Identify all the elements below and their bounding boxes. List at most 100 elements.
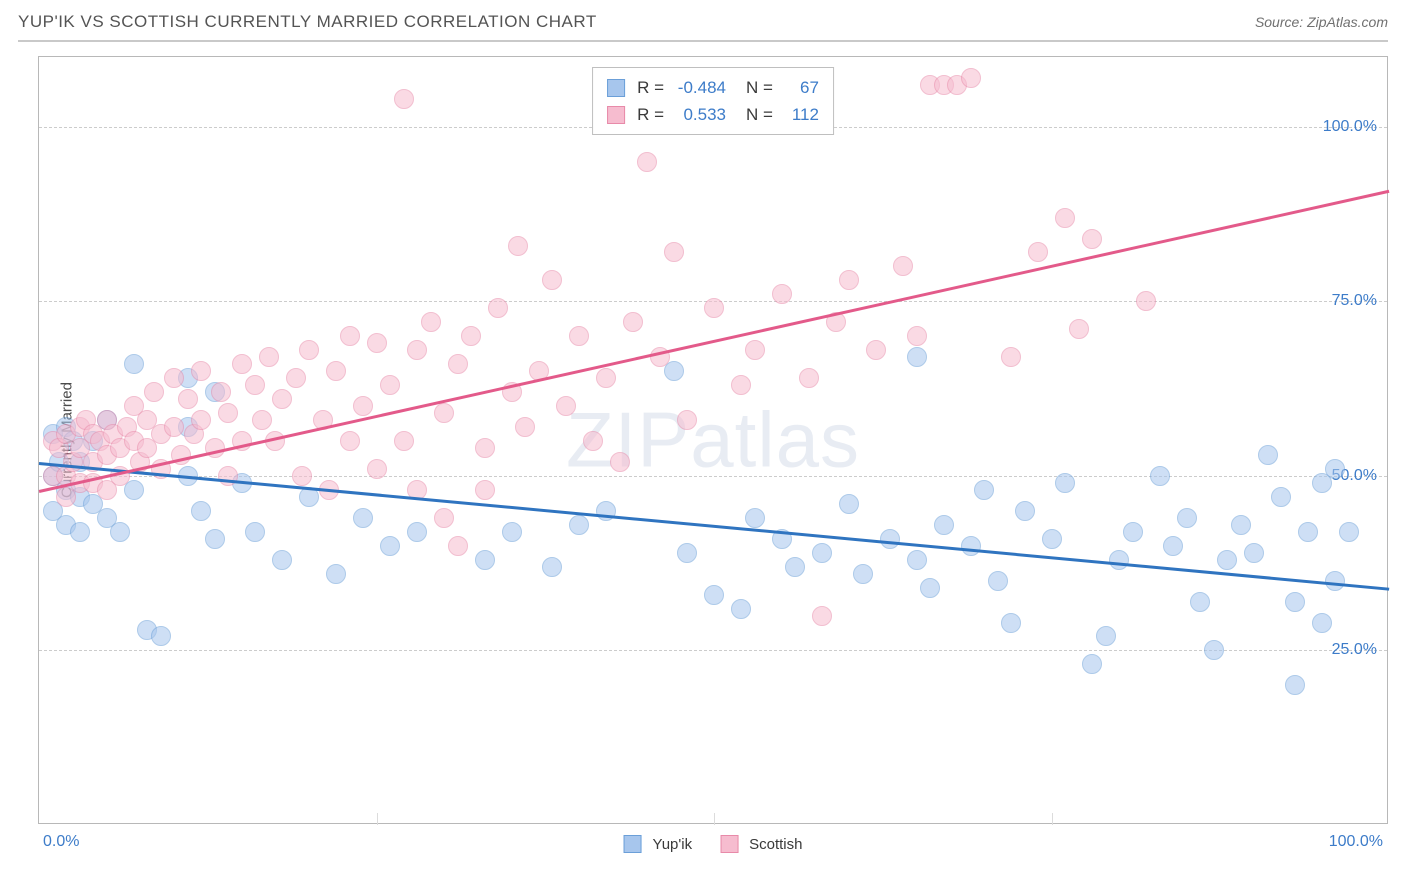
data-point	[326, 361, 346, 381]
data-point	[785, 557, 805, 577]
data-point	[812, 543, 832, 563]
data-point	[178, 389, 198, 409]
data-point	[1096, 626, 1116, 646]
data-point	[907, 326, 927, 346]
data-point	[367, 459, 387, 479]
data-point	[475, 480, 495, 500]
data-point	[340, 431, 360, 451]
data-point	[596, 368, 616, 388]
legend-item: Scottish	[720, 835, 802, 853]
stat-n-value: 112	[781, 101, 819, 128]
data-point	[610, 452, 630, 472]
data-point	[191, 361, 211, 381]
x-tick-label: 0.0%	[43, 833, 79, 851]
legend-swatch	[624, 835, 642, 853]
data-point	[1001, 613, 1021, 633]
data-point	[569, 326, 589, 346]
data-point	[434, 403, 454, 423]
data-point	[583, 431, 603, 451]
data-point	[326, 564, 346, 584]
data-point	[731, 599, 751, 619]
data-point	[1082, 229, 1102, 249]
x-tick-label: 100.0%	[1329, 833, 1383, 851]
bottom-legend: Yup'ik Scottish	[624, 835, 803, 853]
data-point	[191, 410, 211, 430]
data-point	[1028, 242, 1048, 262]
data-point	[1177, 508, 1197, 528]
data-point	[1258, 445, 1278, 465]
data-point	[380, 375, 400, 395]
data-point	[1069, 319, 1089, 339]
data-point	[1123, 522, 1143, 542]
data-point	[812, 606, 832, 626]
data-point	[1231, 515, 1251, 535]
stat-n-label: N =	[746, 101, 773, 128]
data-point	[407, 522, 427, 542]
data-point	[461, 326, 481, 346]
data-point	[292, 466, 312, 486]
data-point	[475, 438, 495, 458]
data-point	[191, 501, 211, 521]
data-point	[677, 410, 697, 430]
data-point	[353, 396, 373, 416]
data-point	[164, 417, 184, 437]
data-point	[259, 347, 279, 367]
data-point	[839, 494, 859, 514]
data-point	[353, 508, 373, 528]
data-point	[1042, 529, 1062, 549]
data-point	[299, 340, 319, 360]
y-tick-label: 75.0%	[1332, 292, 1377, 310]
stats-legend: R =-0.484N =67R =0.533N =112	[592, 67, 834, 135]
data-point	[934, 515, 954, 535]
x-tick	[1052, 813, 1053, 825]
data-point	[272, 550, 292, 570]
data-point	[434, 508, 454, 528]
data-point	[151, 626, 171, 646]
data-point	[1285, 592, 1305, 612]
data-point	[367, 333, 387, 353]
data-point	[569, 515, 589, 535]
chart-title: YUP'IK VS SCOTTISH CURRENTLY MARRIED COR…	[18, 12, 597, 31]
data-point	[745, 340, 765, 360]
legend-swatch	[720, 835, 738, 853]
legend-item: Yup'ik	[624, 835, 693, 853]
data-point	[745, 508, 765, 528]
gridline-h	[39, 650, 1387, 651]
data-point	[1325, 571, 1345, 591]
data-point	[245, 375, 265, 395]
data-point	[1312, 613, 1332, 633]
data-point	[394, 431, 414, 451]
data-point	[508, 236, 528, 256]
data-point	[340, 326, 360, 346]
data-point	[232, 354, 252, 374]
data-point	[1325, 459, 1345, 479]
data-point	[218, 403, 238, 423]
data-point	[1001, 347, 1021, 367]
data-point	[866, 340, 886, 360]
data-point	[1150, 466, 1170, 486]
data-point	[1298, 522, 1318, 542]
data-point	[961, 68, 981, 88]
data-point	[286, 368, 306, 388]
data-point	[731, 375, 751, 395]
data-point	[623, 312, 643, 332]
data-point	[448, 536, 468, 556]
data-point	[1055, 473, 1075, 493]
data-point	[704, 585, 724, 605]
data-point	[515, 417, 535, 437]
stat-r-label: R =	[637, 74, 664, 101]
x-tick	[377, 813, 378, 825]
data-point	[1055, 208, 1075, 228]
data-point	[907, 550, 927, 570]
data-point	[704, 298, 724, 318]
data-point	[272, 389, 292, 409]
stat-n-value: 67	[781, 74, 819, 101]
data-point	[164, 368, 184, 388]
data-point	[1244, 543, 1264, 563]
data-point	[1109, 550, 1129, 570]
data-point	[1339, 522, 1359, 542]
data-point	[988, 571, 1008, 591]
data-point	[144, 382, 164, 402]
data-point	[1204, 640, 1224, 660]
data-point	[1271, 487, 1291, 507]
